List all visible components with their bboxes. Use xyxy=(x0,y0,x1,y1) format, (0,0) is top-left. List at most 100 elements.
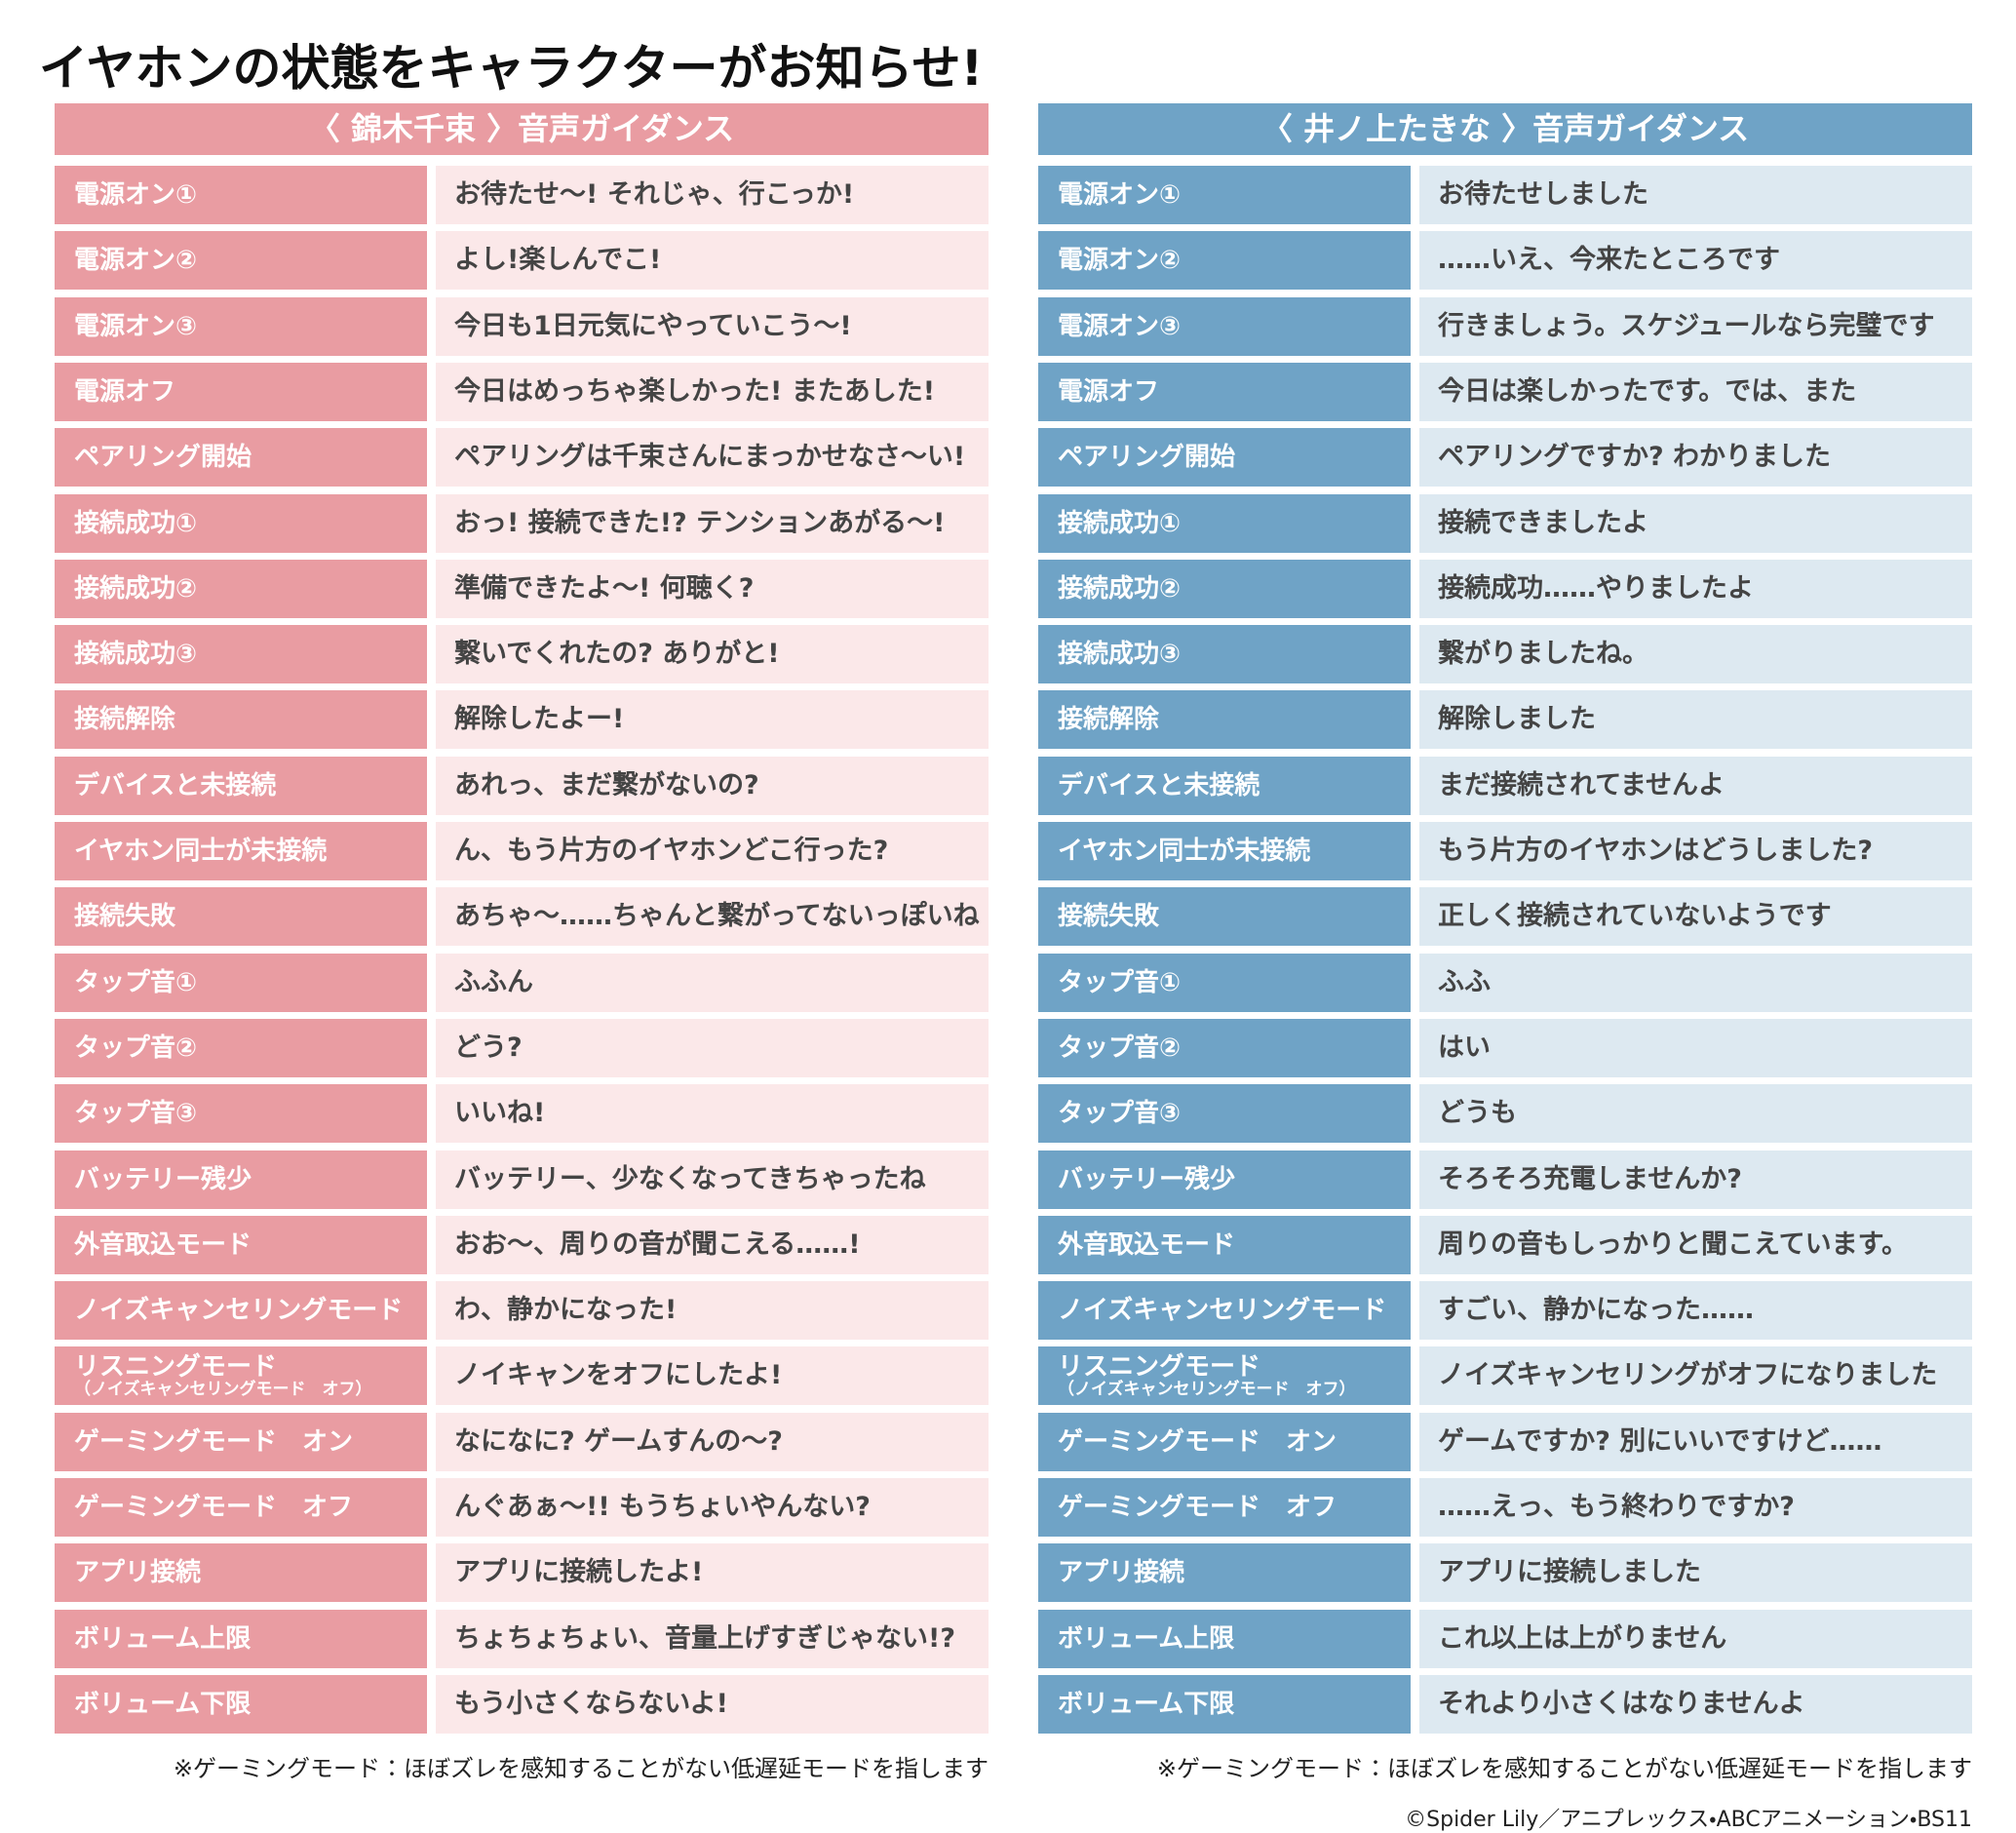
row-text: ゲームですか? 別にいいですけど…… xyxy=(1419,1412,1972,1471)
label-text: タップ音② xyxy=(74,1033,198,1063)
row-text: 繋がりましたね。 xyxy=(1419,625,1972,684)
row-text: ふふん xyxy=(436,953,989,1012)
row-text: 接続できましたよ xyxy=(1419,493,1972,553)
row-label: リスニングモード （ノイズキャンセリングモード オフ） xyxy=(1038,1346,1411,1406)
table-row: 電源オン③ 行きましょう。スケジュールなら完璧です xyxy=(1038,296,1972,356)
label-text: 電源オフ xyxy=(74,376,176,407)
title: イヤホンの状態をキャラクターがお知らせ! xyxy=(39,40,984,97)
label-text: 接続成功③ xyxy=(74,640,198,670)
table-row: 電源オン③ 今日も1日元気にやっていこう〜! xyxy=(55,296,989,356)
table-row: ボリューム上限 ちょちょちょい、音量上げすぎじゃない!? xyxy=(55,1609,989,1668)
label-text: イヤホン同士が未接続 xyxy=(74,837,328,866)
label-text: 電源オン③ xyxy=(1058,311,1182,341)
guidance-table: 〈 井ノ上たきな 〉音声ガイダンス 電源オン① お待たせしました 電源オン② ……いえ、… xyxy=(1038,103,1972,1734)
row-text: おお〜、周りの音が聞こえる……! xyxy=(436,1215,989,1274)
label-text: ボリューム下限 xyxy=(74,1689,252,1719)
label-text: ノイズキャンセリングモード xyxy=(74,1296,404,1326)
row-label: 電源オン② xyxy=(1038,231,1411,291)
row-text: これ以上は上がりません xyxy=(1419,1609,1972,1668)
row-text: ノイズキャンセリングがオフになりました xyxy=(1419,1346,1972,1406)
table-row: 接続失敗 あちゃ〜……ちゃんと繋がってないっぽいね xyxy=(55,887,989,947)
row-label: 接続成功① xyxy=(1038,493,1411,553)
label-text: 接続解除 xyxy=(74,705,176,735)
row-text: お待たせしました xyxy=(1419,166,1972,224)
row-text: ……いえ、今来たところです xyxy=(1419,231,1972,291)
label-text: アプリ接続 xyxy=(1058,1558,1185,1588)
table-row: 電源オフ 今日は楽しかったです。では、また xyxy=(1038,362,1972,421)
row-label: タップ音② xyxy=(55,1018,427,1077)
row-text: 接続成功……やりましたよ xyxy=(1419,559,1972,618)
row-label: ペアリング開始 xyxy=(1038,428,1411,488)
row-text: どうも xyxy=(1419,1084,1972,1144)
table-row: 電源オン② よし!楽しんでこ! xyxy=(55,231,989,291)
row-label: 外音取込モード xyxy=(1038,1215,1411,1274)
row-text: ……えっ、もう終わりですか? xyxy=(1419,1478,1972,1537)
table-row: 接続成功② 接続成功……やりましたよ xyxy=(1038,559,1972,618)
label-text: 接続成功① xyxy=(1058,508,1182,538)
table-row: 接続成功① 接続できましたよ xyxy=(1038,493,1972,553)
row-label: デバイスと未接続 xyxy=(1038,756,1411,815)
row-text: もう片方のイヤホンはどうしました? xyxy=(1419,822,1972,880)
row-label: タップ音① xyxy=(1038,953,1411,1012)
table-row: バッテリー残少 そろそろ充電しませんか? xyxy=(1038,1150,1972,1209)
row-label: 接続成功③ xyxy=(1038,625,1411,684)
table-row: デバイスと未接続 あれっ、まだ繋がないの? xyxy=(55,756,989,815)
row-text: ペアリングは千束さんにまっかせなさ〜い! xyxy=(436,428,989,488)
label-text: 電源オン② xyxy=(1058,246,1182,276)
row-text: ペアリングですか? わかりました xyxy=(1419,428,1972,488)
label-text: 電源オン② xyxy=(74,246,198,276)
row-label: タップ音③ xyxy=(55,1084,427,1144)
row-text: アプリに接続したよ! xyxy=(436,1543,989,1603)
row-text: ふふ xyxy=(1419,953,1972,1012)
row-label: 接続解除 xyxy=(55,690,427,750)
row-text: おっ! 接続できた!? テンションあがる〜! xyxy=(436,493,989,553)
copyright: ©Spider Lily／アニプレックス・ABCアニメーション・BS11 xyxy=(1405,1808,1972,1832)
row-text: ちょちょちょい、音量上げすぎじゃない!? xyxy=(436,1609,989,1668)
label-text: ボリューム下限 xyxy=(1058,1689,1235,1719)
table-row: タップ音③ どうも xyxy=(1038,1084,1972,1144)
row-text: 正しく接続されていないようです xyxy=(1419,887,1972,947)
table-row: 電源オフ 今日はめっちゃ楽しかった! またあした! xyxy=(55,362,989,421)
label-text: リスニングモード xyxy=(74,1352,278,1383)
row-label: タップ音② xyxy=(1038,1018,1411,1077)
label-text: ボリューム上限 xyxy=(1058,1623,1235,1654)
row-text: そろそろ充電しませんか? xyxy=(1419,1150,1972,1209)
label-text: 接続成功① xyxy=(74,508,198,538)
row-text: 準備できたよ〜! 何聴く? xyxy=(436,559,989,618)
label-text: 電源オン③ xyxy=(74,311,198,341)
row-label: イヤホン同士が未接続 xyxy=(55,822,427,880)
row-text: お待たせ〜! それじゃ、行こっか! xyxy=(436,166,989,224)
row-text: はい xyxy=(1419,1018,1972,1077)
label-text: デバイスと未接続 xyxy=(1058,770,1260,800)
guidance-table: 〈 錦木千束 〉音声ガイダンス 電源オン① お待たせ〜! それじゃ、行こっか! 電源オ… xyxy=(55,103,989,1734)
label-text: ゲーミングモード オン xyxy=(1058,1426,1338,1457)
row-text: ん、もう片方のイヤホンどこ行った? xyxy=(436,822,989,880)
label-text: ノイズキャンセリングモード xyxy=(1058,1296,1387,1326)
row-text: いいね! xyxy=(436,1084,989,1144)
row-label: 接続解除 xyxy=(1038,690,1411,750)
table-row: ゲーミングモード オン なになに? ゲームすんの〜? xyxy=(55,1412,989,1471)
row-label: タップ音③ xyxy=(1038,1084,1411,1144)
row-label: ゲーミングモード オン xyxy=(55,1412,427,1471)
table-row: タップ音① ふふ xyxy=(1038,953,1972,1012)
table-row: 電源オン② ……いえ、今来たところです xyxy=(1038,231,1972,291)
label-text: 外音取込モード xyxy=(74,1229,252,1260)
row-text: 解除したよー! xyxy=(436,690,989,750)
label-text: バッテリー残少 xyxy=(74,1164,252,1194)
row-text: 繋いでくれたの? ありがと! xyxy=(436,625,989,684)
row-text: 行きましょう。スケジュールなら完璧です xyxy=(1419,296,1972,356)
row-text: どう? xyxy=(436,1018,989,1077)
table-row: 外音取込モード おお〜、周りの音が聞こえる……! xyxy=(55,1215,989,1274)
row-label: 電源オン① xyxy=(1038,166,1411,224)
row-label: アプリ接続 xyxy=(55,1543,427,1603)
table-row: 接続成功③ 繋がりましたね。 xyxy=(1038,625,1972,684)
table-row: ゲーミングモード オフ ……えっ、もう終わりですか? xyxy=(1038,1478,1972,1537)
label-text: 接続解除 xyxy=(1058,705,1160,735)
row-label: 電源オフ xyxy=(1038,362,1411,421)
row-label: バッテリー残少 xyxy=(55,1150,427,1209)
table-row: タップ音② どう? xyxy=(55,1018,989,1077)
table-row: 接続解除 解除したよー! xyxy=(55,690,989,750)
row-label: ノイズキャンセリングモード xyxy=(1038,1281,1411,1341)
row-label: 外音取込モード xyxy=(55,1215,427,1274)
